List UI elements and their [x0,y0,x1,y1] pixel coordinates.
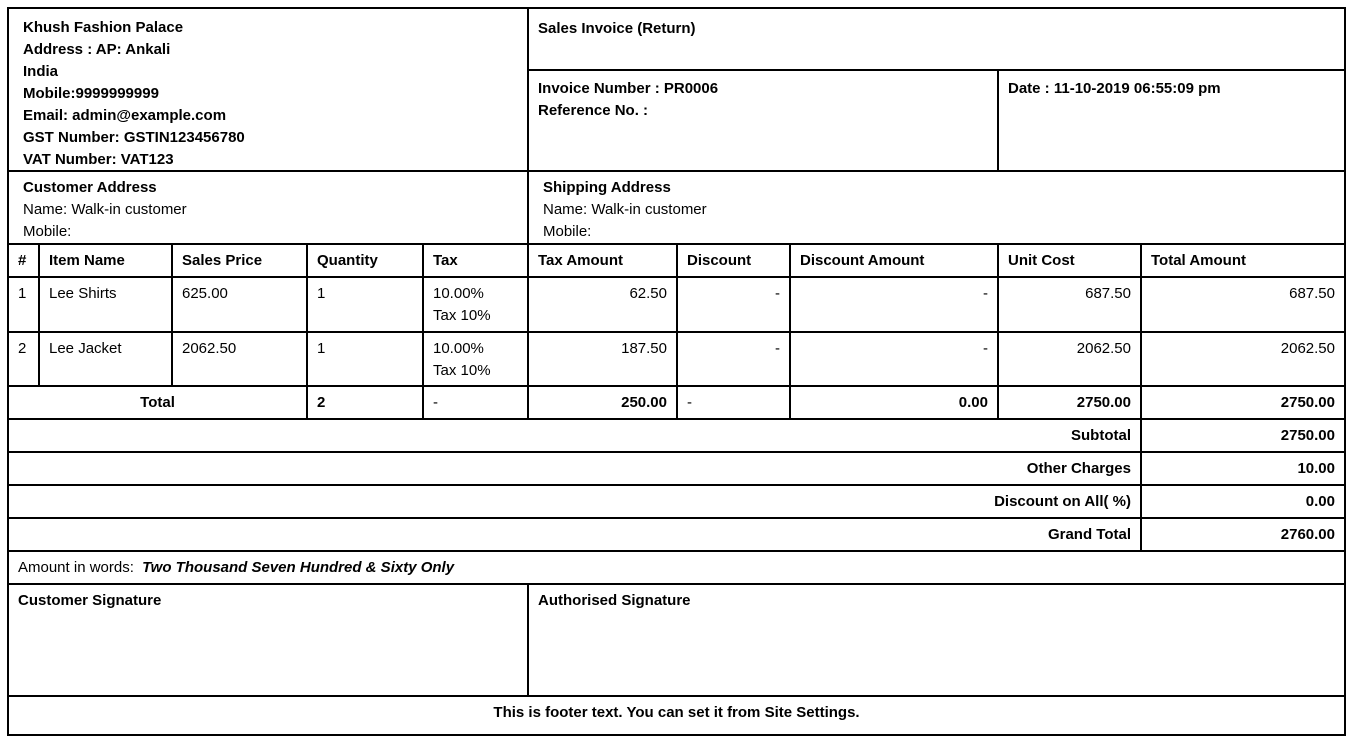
item-row-quantity: 1 [308,278,424,333]
item-row-tax-name: Tax 10% [433,362,491,379]
col-header-unit-cost: Unit Cost [999,245,1142,278]
summary-value-subtotal: 2750.00 [1142,420,1344,453]
item-row-discount-amount: - [791,278,999,333]
customer-address-block: Customer Address Name: Walk-in customer … [9,172,529,245]
summary-value-grand-total: 2760.00 [1142,519,1344,552]
item-row-tax-amount: 62.50 [529,278,678,333]
invoice-number-block: Invoice Number : PR0006 Reference No. : [529,71,999,172]
customer-mobile: Mobile: [23,223,72,240]
summary-value-other-charges: 10.00 [1142,453,1344,486]
total-row-label: Total [9,387,308,420]
item-row-tax-rate: 10.00% [433,285,484,302]
company-address: Address : AP: Ankali [23,41,171,58]
customer-signature-area: Customer Signature [9,585,529,697]
item-row-unit-cost: 687.50 [999,278,1142,333]
amount-in-words-row: Amount in words: Two Thousand Seven Hund… [9,552,1344,585]
item-row-discount-amount: - [791,333,999,387]
item-row-sno: 2 [9,333,40,387]
col-header-quantity: Quantity [308,245,424,278]
col-header-total-amount: Total Amount [1142,245,1344,278]
shipping-address-heading: Shipping Address [543,179,671,196]
invoice-title: Sales Invoice (Return) [529,9,1344,71]
summary-label-subtotal: Subtotal [9,420,1142,453]
authorised-signature-area: Authorised Signature [529,585,1344,697]
shipping-mobile: Mobile: [543,223,592,240]
col-header-sales-price: Sales Price [173,245,308,278]
item-row-tax: 10.00% Tax 10% [424,333,529,387]
summary-label-other-charges: Other Charges [9,453,1142,486]
item-row-sales-price: 2062.50 [173,333,308,387]
item-row-quantity: 1 [308,333,424,387]
col-header-sno: # [9,245,40,278]
total-row-total-amount: 2750.00 [1142,387,1344,420]
item-row-tax-rate: 10.00% [433,340,484,357]
company-email: Email: admin@example.com [23,107,227,124]
summary-label-discount-on-all: Discount on All( %) [9,486,1142,519]
item-row-name: Lee Shirts [40,278,173,333]
company-country: India [23,63,59,80]
shipping-name: Name: Walk-in customer [543,201,707,218]
invoice-date: Date : 11-10-2019 06:55:09 pm [999,71,1344,172]
col-header-discount: Discount [678,245,791,278]
summary-label-grand-total: Grand Total [9,519,1142,552]
company-info-block: Khush Fashion Palace Address : AP: Ankal… [9,9,529,172]
total-row-unit-cost: 2750.00 [999,387,1142,420]
footer-text: This is footer text. You can set it from… [9,697,1344,734]
company-vat-number: VAT Number: VAT123 [23,151,174,168]
item-row-discount: - [678,278,791,333]
col-header-tax: Tax [424,245,529,278]
invoice-document: Khush Fashion Palace Address : AP: Ankal… [7,7,1346,736]
company-name: Khush Fashion Palace [23,19,184,36]
customer-name: Name: Walk-in customer [23,201,187,218]
item-row-name: Lee Jacket [40,333,173,387]
summary-value-discount-on-all: 0.00 [1142,486,1344,519]
item-row-tax: 10.00% Tax 10% [424,278,529,333]
item-row-unit-cost: 2062.50 [999,333,1142,387]
item-row-discount: - [678,333,791,387]
total-row-tax-amount: 250.00 [529,387,678,420]
amount-in-words-value: Two Thousand Seven Hundred & Sixty Only [142,559,455,576]
item-row-total-amount: 687.50 [1142,278,1344,333]
col-header-item-name: Item Name [40,245,173,278]
customer-address-heading: Customer Address [23,179,157,196]
item-row-sales-price: 625.00 [173,278,308,333]
col-header-discount-amount: Discount Amount [791,245,999,278]
total-row-discount-amount: 0.00 [791,387,999,420]
col-header-tax-amount: Tax Amount [529,245,678,278]
amount-in-words-label: Amount in words: [18,559,134,576]
company-gst-number: GST Number: GSTIN123456780 [23,129,245,146]
company-mobile: Mobile:9999999999 [23,85,159,102]
total-row-discount: - [678,387,791,420]
invoice-number: Invoice Number : PR0006 [538,80,719,97]
item-row-tax-amount: 187.50 [529,333,678,387]
shipping-address-block: Shipping Address Name: Walk-in customer … [529,172,1344,245]
total-row-tax: - [424,387,529,420]
item-row-tax-name: Tax 10% [433,307,491,324]
total-row-quantity: 2 [308,387,424,420]
item-row-total-amount: 2062.50 [1142,333,1344,387]
reference-number: Reference No. : [538,102,649,119]
item-row-sno: 1 [9,278,40,333]
